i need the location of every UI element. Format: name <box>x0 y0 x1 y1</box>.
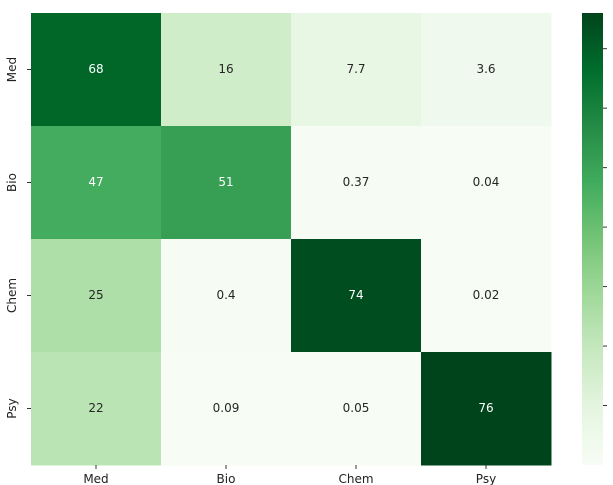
heatmap-cell-chem-bio <box>161 239 292 353</box>
heatmap-cell-bio-chem <box>291 126 422 240</box>
heatmap-cell-med-psy <box>421 13 552 127</box>
y-tick-label: Chem <box>5 278 19 313</box>
heatmap-cell-bio-psy <box>421 126 552 240</box>
cell-value-label: 68 <box>88 62 103 76</box>
x-tick-label: Psy <box>476 472 496 485</box>
heatmap-cell-med-bio <box>161 13 292 127</box>
heatmap-cell-med-chem <box>291 13 422 127</box>
x-tick-label: Bio <box>217 472 236 485</box>
heatmap-cell-psy-chem <box>291 352 422 466</box>
heatmap-cell-psy-bio <box>161 352 292 466</box>
cell-value-label: 0.05 <box>343 401 370 415</box>
cell-value-label: 3.6 <box>476 62 495 76</box>
colorbar <box>582 13 603 465</box>
cell-value-label: 7.7 <box>346 62 365 76</box>
x-tick-label: Chem <box>338 472 373 485</box>
cell-value-label: 51 <box>218 175 233 189</box>
heatmap-cell-psy-med <box>31 352 162 466</box>
cell-value-label: 74 <box>348 288 363 302</box>
cell-value-label: 25 <box>88 288 103 302</box>
cell-value-label: 0.04 <box>473 175 500 189</box>
cell-value-label: 22 <box>88 401 103 415</box>
heatmap-cell-chem-psy <box>421 239 552 353</box>
heatmap-cell-psy-psy <box>421 352 552 466</box>
y-tick-label: Bio <box>5 173 19 192</box>
x-tick-label: Med <box>83 472 108 485</box>
heatmap-cell-chem-med <box>31 239 162 353</box>
heatmap-cell-med-med <box>31 13 162 127</box>
cell-value-label: 0.37 <box>343 175 370 189</box>
cell-value-label: 47 <box>88 175 103 189</box>
cell-value-label: 76 <box>478 401 493 415</box>
y-tick-label: Med <box>5 57 19 82</box>
cell-value-label: 16 <box>218 62 233 76</box>
cell-value-label: 0.02 <box>473 288 500 302</box>
cell-value-label: 0.4 <box>216 288 235 302</box>
heatmap-cell-bio-med <box>31 126 162 240</box>
y-tick-label: Psy <box>5 398 19 418</box>
cell-value-label: 0.09 <box>213 401 240 415</box>
heatmap-cell-bio-bio <box>161 126 292 240</box>
heatmap-cell-chem-chem <box>291 239 422 353</box>
